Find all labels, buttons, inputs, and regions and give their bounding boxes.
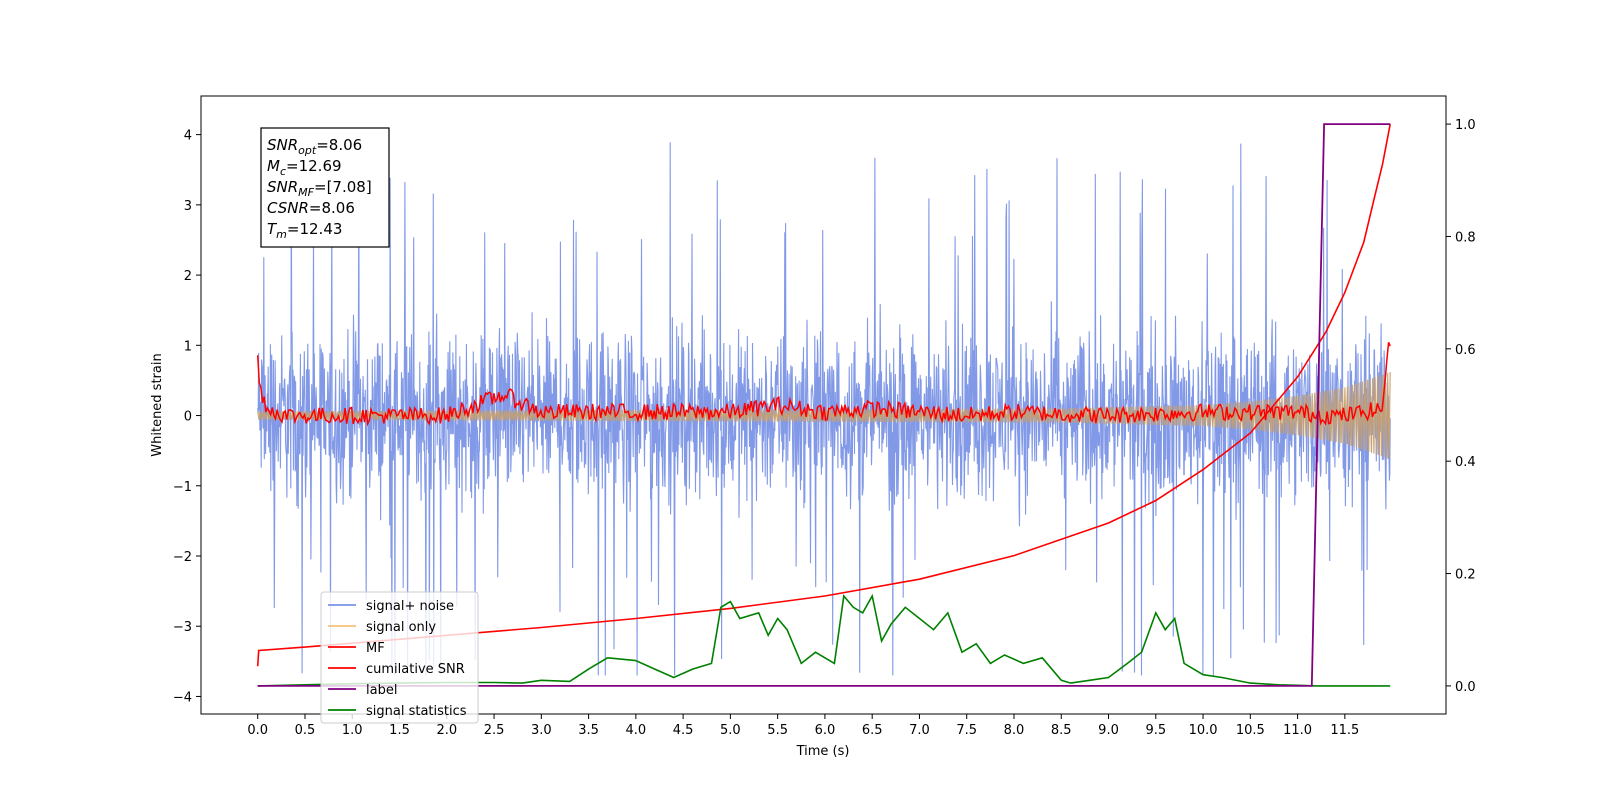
y-tick-label: −3 (173, 620, 192, 635)
stats-annotation-box: SNRopt=8.06Mc=12.69SNRMF=[7.08]CSNR=8.06… (260, 127, 390, 248)
x-tick-label: 2.5 (484, 723, 505, 738)
annotation-frame (260, 127, 390, 248)
x-tick-label: 3.0 (531, 723, 552, 738)
series-mf-line (256, 342, 1391, 427)
annotation-line: CSNR=8.06 (267, 199, 355, 217)
annotation-subscript: opt (298, 144, 317, 157)
y2-tick-label: 0.4 (1455, 455, 1476, 470)
x-tick-label: 9.5 (1145, 723, 1166, 738)
x-tick-label: 5.5 (767, 723, 788, 738)
y-tick-label: 0 (184, 410, 192, 425)
y2-tick-label: 0.0 (1455, 680, 1476, 695)
x-tick-label: 10.0 (1189, 723, 1218, 738)
x-axis-ticks: 0.0 0.5 1.0 1.5 2.0 2.5 3.0 3.5 4.0 4.5 5.0 5.5 6.0 6… (247, 714, 1359, 738)
y-tick-label: −1 (173, 480, 192, 495)
x-tick-label: 11.0 (1283, 723, 1312, 738)
legend-label: signal+ noise (366, 599, 454, 614)
y2-axis-ticks: 0.0 0.2 0.4 0.6 0.8 1.0 (1446, 118, 1476, 695)
annotation-line: SNRopt=8.06 (267, 136, 362, 157)
x-tick-label: 0.5 (295, 723, 316, 738)
y2-tick-label: 0.2 (1455, 568, 1476, 583)
series-label-line (257, 123, 1391, 687)
x-tick-label: 9.0 (1098, 723, 1119, 738)
y-tick-label: −4 (173, 690, 192, 705)
x-tick-label: 1.0 (342, 723, 363, 738)
legend: signal+ noise signal only MF cumilative SNR… (320, 591, 479, 724)
x-tick-label: 8.5 (1051, 723, 1072, 738)
x-tick-label: 10.5 (1236, 723, 1265, 738)
y2-tick-label: 0.8 (1455, 230, 1476, 245)
annotation-value: =8.06 (309, 199, 355, 217)
y-tick-label: 3 (184, 199, 192, 214)
y-tick-label: 1 (184, 339, 192, 354)
x-tick-label: 1.5 (389, 723, 410, 738)
x-tick-label: 0.0 (247, 723, 268, 738)
annotation-symbol: M (267, 157, 280, 175)
x-tick-label: 11.5 (1330, 723, 1359, 738)
legend-label: MF (366, 641, 385, 656)
x-axis-label: Time (s) (796, 744, 850, 759)
annotation-subscript: c (280, 165, 286, 178)
x-tick-label: 7.5 (956, 723, 977, 738)
annotation-line: Tm=12.43 (267, 220, 342, 241)
annotation-symbol: SNR (267, 136, 298, 154)
x-tick-label: 6.0 (815, 723, 836, 738)
x-tick-label: 2.0 (436, 723, 457, 738)
annotation-line: SNRMF=[7.08] (267, 178, 372, 199)
y-axis-ticks: −4 −3 −2 −1 0 1 2 3 4 (173, 129, 201, 705)
annotation-symbol: T (267, 220, 278, 238)
x-tick-label: 4.5 (673, 723, 694, 738)
legend-label: label (366, 683, 397, 698)
legend-frame (320, 591, 479, 724)
y2-tick-label: 1.0 (1455, 118, 1476, 133)
y-tick-label: 2 (184, 269, 192, 284)
annotation-symbol: SNR (267, 178, 298, 196)
annotation-line: Mc=12.69 (267, 157, 342, 178)
series-signal-plus-noise-line (257, 142, 1391, 676)
axes-frame (200, 95, 1447, 715)
annotation-value: =12.69 (286, 157, 342, 175)
annotation-subscript: MF (298, 186, 314, 199)
series-signal-statistics-line (257, 593, 1391, 687)
y2-tick-label: 0.6 (1455, 343, 1476, 358)
y-tick-label: −2 (173, 550, 192, 565)
annotation-value: =[7.08] (314, 178, 372, 196)
x-tick-label: 3.5 (578, 723, 599, 738)
x-tick-label: 5.0 (720, 723, 741, 738)
annotation-subscript: m (276, 228, 287, 241)
legend-label: cumilative SNR (366, 662, 465, 677)
x-tick-label: 8.0 (1004, 723, 1025, 738)
y-axis-label: Whitened strain (150, 353, 165, 456)
legend-label: signal only (366, 620, 436, 635)
annotation-symbol: CSNR (267, 199, 309, 217)
x-tick-label: 6.5 (862, 723, 883, 738)
x-tick-label: 4.0 (626, 723, 647, 738)
legend-label: signal statistics (366, 704, 467, 719)
x-tick-label: 7.0 (909, 723, 930, 738)
annotation-value: =8.06 (316, 136, 362, 154)
annotation-value: =12.43 (287, 220, 343, 238)
y-tick-label: 4 (184, 129, 192, 144)
